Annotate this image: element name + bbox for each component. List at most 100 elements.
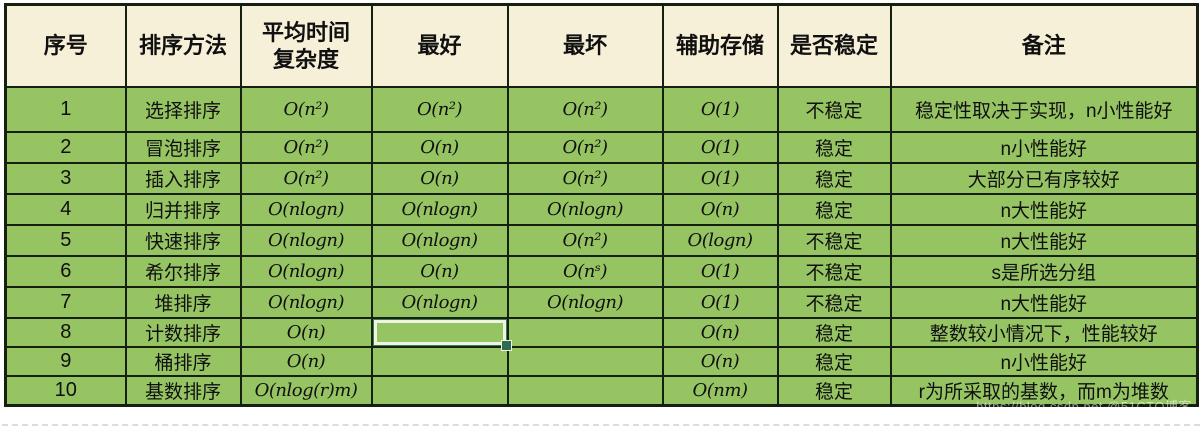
table-cell[interactable]: 不稳定: [776, 286, 892, 319]
table-cell[interactable]: 堆排序: [124, 286, 242, 319]
header-cell[interactable]: 排序方法: [124, 3, 242, 88]
table-cell[interactable]: O(n): [661, 346, 779, 377]
table-cell[interactable]: [506, 346, 664, 377]
table-cell[interactable]: O(n): [661, 317, 779, 348]
header-cell[interactable]: 备注: [889, 3, 1199, 88]
table-cell[interactable]: n小性能好: [889, 131, 1199, 164]
table-cell[interactable]: O(n²): [506, 162, 664, 195]
table-cell[interactable]: 选择排序: [124, 86, 242, 133]
table-row: 8 计数排序 O(n) O(n) 稳定 整数较小情况下，性能较好: [4, 317, 1199, 351]
table-cell[interactable]: O(nlogn): [370, 224, 509, 257]
table-cell[interactable]: 插入排序: [124, 162, 242, 195]
table-cell[interactable]: n大性能好: [889, 193, 1199, 226]
table-cell[interactable]: 9: [4, 346, 127, 377]
table-cell[interactable]: 1: [4, 86, 127, 133]
table-cell[interactable]: [370, 346, 509, 377]
header-cell[interactable]: 辅助存储: [661, 3, 779, 88]
table-cell[interactable]: [506, 317, 664, 348]
table-cell[interactable]: s是所选分组: [889, 255, 1199, 288]
table-row: 9 桶排序 O(n) O(n) 稳定 n小性能好: [4, 346, 1199, 377]
table-row: 6 希尔排序 O(nlogn) O(n) O(nˢ) O(1) 不稳定 s是所选分组: [4, 255, 1199, 288]
table-cell[interactable]: O(nlogn): [239, 193, 373, 226]
table-cell[interactable]: 稳定: [776, 162, 892, 195]
sorting-algorithms-table: 序号 排序方法 平均时间复杂度 最好 最坏 辅助存储 是否稳定 备注 1 选择排序 O(n²) O(…: [4, 3, 1199, 407]
header-cell[interactable]: 最坏: [506, 3, 664, 88]
page-break-line: [2, 424, 1200, 426]
header-cell[interactable]: 平均时间复杂度: [239, 3, 373, 88]
table-cell[interactable]: 不稳定: [776, 255, 892, 288]
table-cell[interactable]: O(nlogn): [506, 286, 664, 319]
table-cell[interactable]: 快速排序: [124, 224, 242, 257]
table-cell[interactable]: 2: [4, 131, 127, 164]
table-cell[interactable]: 不稳定: [776, 86, 892, 133]
table-cell[interactable]: O(n²): [506, 131, 664, 164]
table-cell[interactable]: 不稳定: [776, 224, 892, 257]
table-cell[interactable]: 7: [4, 286, 127, 319]
table-cell[interactable]: [370, 375, 509, 407]
table-cell[interactable]: 6: [4, 255, 127, 288]
table-cell[interactable]: 计数排序: [124, 317, 242, 348]
table-cell[interactable]: O(n): [370, 162, 509, 195]
table-cell[interactable]: O(nlogn): [239, 224, 373, 257]
table-cell[interactable]: O(n): [370, 131, 509, 164]
table-cell[interactable]: O(n²): [506, 224, 664, 257]
table-cell[interactable]: r为所采取的基数，而m为堆数: [889, 375, 1199, 407]
table-cell[interactable]: O(nˢ): [506, 255, 664, 288]
table-cell[interactable]: 稳定: [776, 193, 892, 226]
header-cell[interactable]: 最好: [370, 3, 509, 88]
table-row: 7 堆排序 O(nlogn) O(nlogn) O(nlogn) O(1) 不稳定 n大性能好: [4, 286, 1199, 319]
table-cell[interactable]: 归并排序: [124, 193, 242, 226]
table-cell[interactable]: O(n): [661, 193, 779, 226]
table-row: 3 插入排序 O(n²) O(n) O(n²) O(1) 稳定 大部分已有序较好: [4, 162, 1199, 195]
table-cell[interactable]: n大性能好: [889, 224, 1199, 257]
table-cell[interactable]: 4: [4, 193, 127, 226]
table-cell[interactable]: O(n²): [506, 86, 664, 133]
table-cell[interactable]: O(nm): [661, 375, 779, 407]
table-cell[interactable]: 希尔排序: [124, 255, 242, 288]
table-cell[interactable]: [370, 317, 512, 351]
table-cell[interactable]: O(n²): [239, 131, 373, 164]
table-cell[interactable]: 稳定: [776, 346, 892, 377]
table-cell[interactable]: O(nlogn): [239, 286, 373, 319]
table-cell[interactable]: O(n²): [370, 86, 509, 133]
table-cell[interactable]: O(n²): [239, 86, 373, 133]
table-cell[interactable]: O(nlogn): [506, 193, 664, 226]
table-cell[interactable]: O(logn): [661, 224, 779, 257]
table-cell[interactable]: n大性能好: [889, 286, 1199, 319]
table-cell[interactable]: O(1): [661, 255, 779, 288]
table-cell[interactable]: O(n): [370, 255, 509, 288]
table-row: 5 快速排序 O(nlogn) O(nlogn) O(n²) O(logn) 不稳定 n大性能…: [4, 224, 1199, 257]
table-cell[interactable]: O(nlog(r)m): [239, 375, 373, 407]
table-cell[interactable]: 大部分已有序较好: [889, 162, 1199, 195]
table-cell[interactable]: O(n²): [239, 162, 373, 195]
table-cell[interactable]: 3: [4, 162, 127, 195]
table-cell[interactable]: 基数排序: [124, 375, 242, 407]
table-row: 2 冒泡排序 O(n²) O(n) O(n²) O(1) 稳定 n小性能好: [4, 131, 1199, 164]
table-cell[interactable]: O(n): [239, 346, 373, 377]
table-cell[interactable]: O(1): [661, 131, 779, 164]
table-cell[interactable]: O(1): [661, 286, 779, 319]
table-cell[interactable]: 冒泡排序: [124, 131, 242, 164]
table-row: 4 归并排序 O(nlogn) O(nlogn) O(nlogn) O(n) 稳定 n大性能好: [4, 193, 1199, 226]
table-cell[interactable]: 10: [4, 375, 127, 407]
header-cell[interactable]: 序号: [4, 3, 127, 88]
table-cell[interactable]: 稳定: [776, 317, 892, 348]
table-cell[interactable]: 稳定: [776, 375, 892, 407]
table-row: 10 基数排序 O(nlog(r)m) O(nm) 稳定 r为所采取的基数，而m为堆数: [4, 375, 1199, 407]
table-cell[interactable]: O(nlogn): [370, 193, 509, 226]
table-cell[interactable]: O(n): [239, 317, 373, 348]
table-cell[interactable]: 5: [4, 224, 127, 257]
header-cell[interactable]: 是否稳定: [776, 3, 892, 88]
table-cell[interactable]: O(1): [661, 162, 779, 195]
table-cell[interactable]: n小性能好: [889, 346, 1199, 377]
selection-fill-handle[interactable]: [500, 340, 512, 351]
table-cell[interactable]: 稳定: [776, 131, 892, 164]
table-cell[interactable]: 8: [4, 317, 127, 348]
table-cell[interactable]: 整数较小情况下，性能较好: [889, 317, 1199, 348]
table-cell[interactable]: O(1): [661, 86, 779, 133]
table-cell[interactable]: O(nlogn): [239, 255, 373, 288]
table-cell[interactable]: 桶排序: [124, 346, 242, 377]
table-cell[interactable]: O(nlogn): [370, 286, 509, 319]
table-cell[interactable]: 稳定性取决于实现，n小性能好: [889, 86, 1199, 133]
table-cell[interactable]: [506, 375, 664, 407]
